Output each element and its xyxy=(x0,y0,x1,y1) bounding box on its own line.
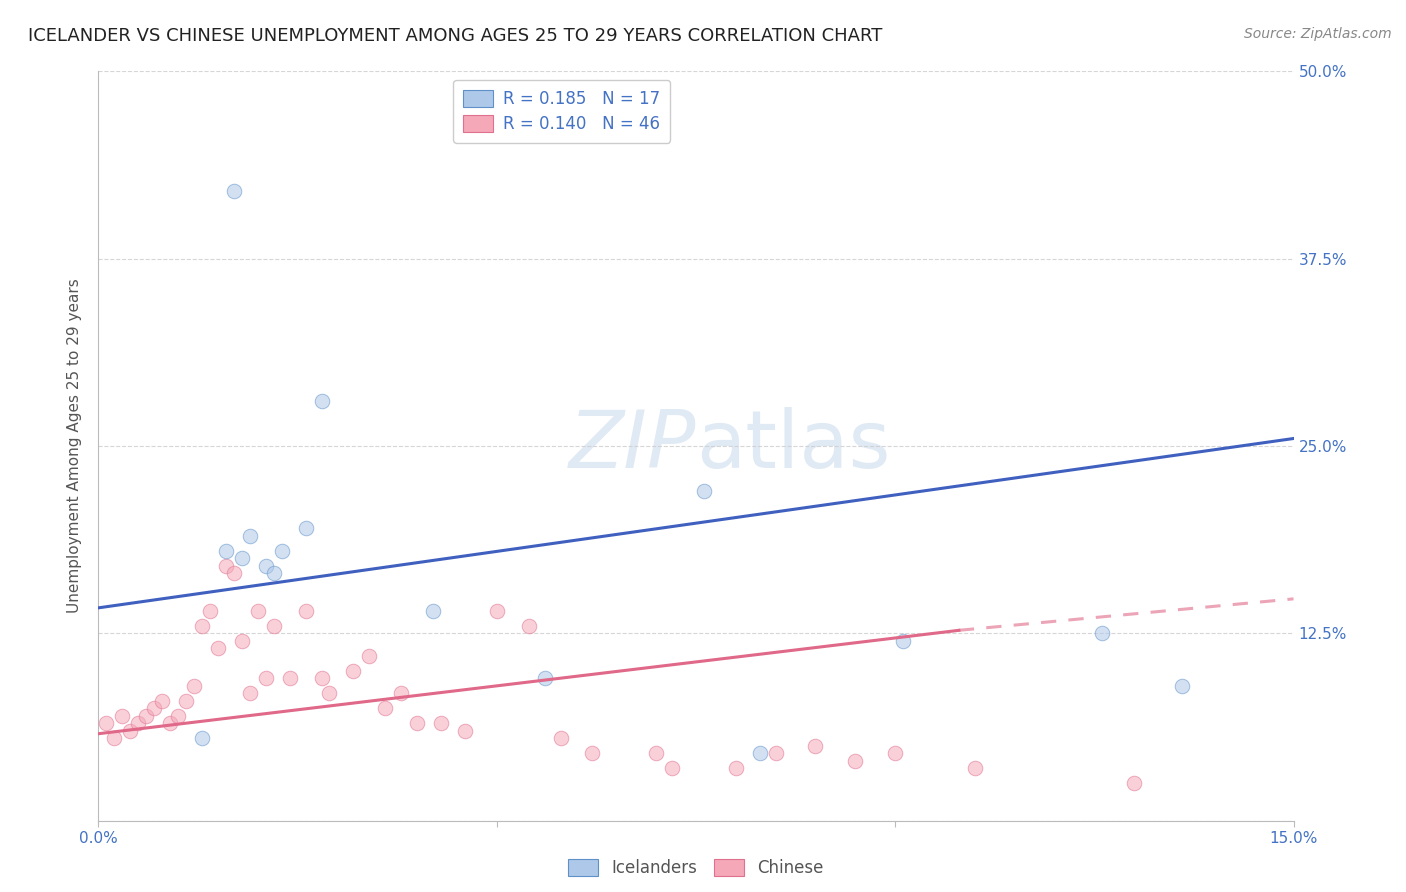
Point xyxy=(342,664,364,678)
Point xyxy=(263,566,285,581)
Point xyxy=(231,551,253,566)
Point xyxy=(661,761,683,775)
Text: atlas: atlas xyxy=(696,407,890,485)
Point xyxy=(191,731,214,746)
Point xyxy=(198,604,221,618)
Point xyxy=(263,619,285,633)
Point xyxy=(239,686,262,700)
Point xyxy=(311,394,333,409)
Point xyxy=(422,604,444,618)
Point xyxy=(127,716,149,731)
Point xyxy=(159,716,181,731)
Point xyxy=(143,701,166,715)
Point xyxy=(207,641,229,656)
Point xyxy=(167,708,190,723)
Point xyxy=(191,619,214,633)
Point xyxy=(96,716,118,731)
Point xyxy=(963,761,986,775)
Point xyxy=(254,558,277,573)
Point xyxy=(517,619,540,633)
Point xyxy=(254,671,277,685)
Point xyxy=(430,716,453,731)
Point xyxy=(215,558,238,573)
Point xyxy=(278,671,301,685)
Text: Source: ZipAtlas.com: Source: ZipAtlas.com xyxy=(1244,27,1392,41)
Point xyxy=(246,604,269,618)
Point xyxy=(804,739,827,753)
Point xyxy=(222,184,245,198)
Point xyxy=(485,604,508,618)
Point xyxy=(454,723,477,738)
Point xyxy=(294,521,316,535)
Point xyxy=(724,761,747,775)
Point xyxy=(294,604,316,618)
Point xyxy=(550,731,572,746)
Point xyxy=(111,708,134,723)
Point xyxy=(103,731,125,746)
Point xyxy=(1123,776,1146,790)
Point xyxy=(318,686,340,700)
Point xyxy=(533,671,555,685)
Point xyxy=(891,633,914,648)
Point xyxy=(311,671,333,685)
Point xyxy=(135,708,157,723)
Point xyxy=(1091,626,1114,640)
Point xyxy=(222,566,245,581)
Legend: Icelanders, Chinese: Icelanders, Chinese xyxy=(558,849,834,888)
Point xyxy=(239,529,262,543)
Point xyxy=(215,544,238,558)
Y-axis label: Unemployment Among Ages 25 to 29 years: Unemployment Among Ages 25 to 29 years xyxy=(67,278,83,614)
Point xyxy=(389,686,412,700)
Point xyxy=(581,746,603,760)
Text: ICELANDER VS CHINESE UNEMPLOYMENT AMONG AGES 25 TO 29 YEARS CORRELATION CHART: ICELANDER VS CHINESE UNEMPLOYMENT AMONG … xyxy=(28,27,883,45)
Point xyxy=(150,694,173,708)
Point xyxy=(174,694,197,708)
Text: ZIP: ZIP xyxy=(568,407,696,485)
Point xyxy=(693,483,716,498)
Point xyxy=(374,701,396,715)
Point xyxy=(748,746,770,760)
Point xyxy=(231,633,253,648)
Point xyxy=(359,648,381,663)
Point xyxy=(1171,679,1194,693)
Point xyxy=(765,746,787,760)
Point xyxy=(645,746,668,760)
Point xyxy=(844,754,866,768)
Point xyxy=(183,679,205,693)
Point xyxy=(406,716,429,731)
Point xyxy=(884,746,907,760)
Point xyxy=(270,544,292,558)
Point xyxy=(120,723,142,738)
